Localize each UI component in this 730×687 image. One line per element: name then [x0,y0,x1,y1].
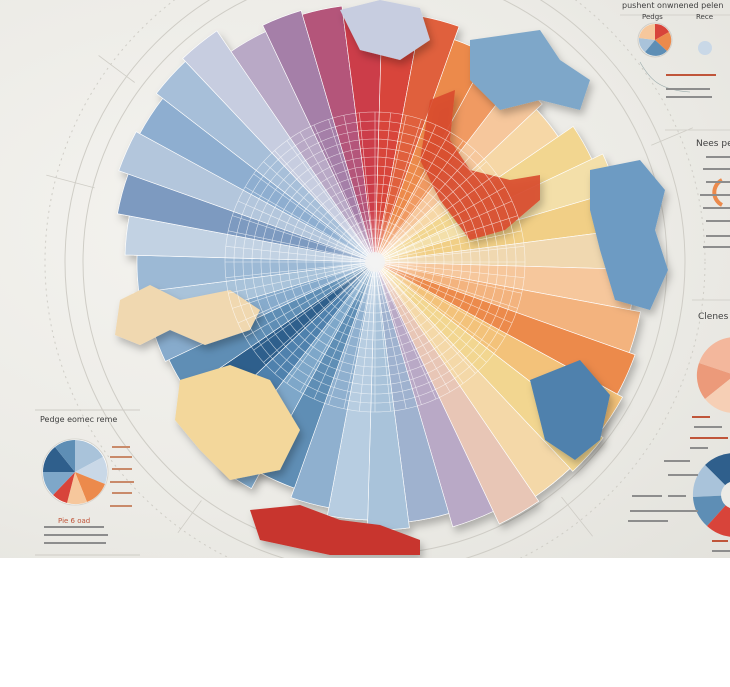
text-line [706,181,730,183]
text-line [703,246,730,248]
text-line [110,456,132,458]
text-line [664,460,690,462]
left-panel-subtitle: Pie 6 oad [58,517,91,525]
donut-chart-icon [696,337,730,413]
map-shape-north [340,0,430,60]
header-text-1: pushent onwnened pelen [622,1,724,10]
guide-lines [46,55,693,537]
left-panel-lines [44,446,134,544]
side-heading-1: Nees per [696,139,730,149]
text-line [690,437,728,439]
map-shape-west [115,285,260,345]
radial-map-graphic [35,0,730,558]
text-line [44,526,104,528]
text-line [112,468,132,470]
infographic-poster: pushent onwnened pelen Pedgs Rece Nees p… [0,0,730,558]
text-line [706,235,730,237]
text-line [712,540,728,542]
text-line [692,416,710,418]
text-line [666,74,716,76]
text-line [110,481,134,483]
text-line [668,495,686,497]
guide-line [651,127,693,146]
right-panel-lines [628,74,730,552]
text-line [703,207,730,209]
map-shape-southeast [530,360,610,460]
text-line [700,194,730,196]
text-line [632,495,662,497]
text-line [110,505,132,507]
text-line [668,474,698,476]
text-line [112,446,130,448]
header-text-3: Rece [696,13,714,21]
map-shape-south [250,505,420,555]
text-line [706,156,730,158]
text-line [628,520,668,522]
left-panel-pie [41,438,109,506]
text-line [44,534,108,536]
text-line [666,88,710,90]
text-line [666,96,712,98]
text-line [112,492,132,494]
header-text-2: Pedgs [642,13,663,21]
text-line [44,542,106,544]
text-line [706,220,730,222]
map-shape-east [590,160,668,310]
text-line [703,168,730,170]
text-line [712,550,730,552]
guide-line [177,500,202,534]
text-line [690,447,708,449]
left-panel-title: Pedge eomec reme [40,415,118,424]
pie-chart-icon [637,22,673,58]
map-shape-southwest [175,365,300,480]
side-heading-2: Clenes [698,312,729,322]
map-shape-northeast [470,30,590,110]
guide-line [98,55,135,83]
text-line [630,510,698,512]
guide-line [46,174,95,189]
guide-line [561,496,593,537]
text-line [694,426,722,428]
